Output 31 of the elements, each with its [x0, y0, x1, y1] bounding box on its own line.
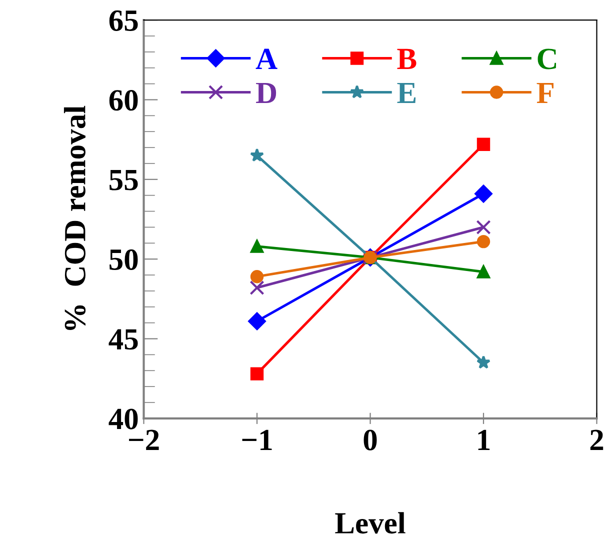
point	[250, 148, 264, 162]
x-axis-title: Level	[335, 512, 406, 534]
point	[250, 367, 264, 380]
x-tick-label: 0	[364, 430, 377, 450]
x-tick-label: 1	[478, 430, 490, 450]
x-tick-label: 2	[590, 430, 604, 450]
y-axis-title: % COD removal	[64, 106, 86, 330]
point	[476, 234, 490, 248]
point	[476, 138, 490, 151]
y-tick-label: 65	[109, 10, 138, 31]
point	[476, 355, 490, 369]
y-tick-label: 50	[110, 249, 138, 270]
x-tick-label: −1	[242, 430, 272, 450]
legend-label: A	[256, 48, 278, 69]
point	[250, 270, 264, 284]
legend-label: D	[256, 82, 276, 104]
point	[474, 184, 492, 203]
legend-label: F	[536, 82, 554, 103]
y-tick-label: 40	[108, 408, 138, 430]
legend-label: B	[397, 48, 416, 70]
y-tick-label: 45	[108, 329, 138, 350]
point	[248, 312, 266, 330]
legend-label: C	[538, 48, 556, 70]
point	[476, 220, 491, 234]
point	[250, 280, 264, 296]
x-tick-label: −2	[129, 430, 159, 450]
y-tick-label: 55	[110, 170, 138, 190]
legend-label: E	[397, 82, 416, 103]
point	[476, 265, 490, 278]
point	[250, 240, 264, 253]
y-tick-label: 60	[109, 90, 138, 111]
